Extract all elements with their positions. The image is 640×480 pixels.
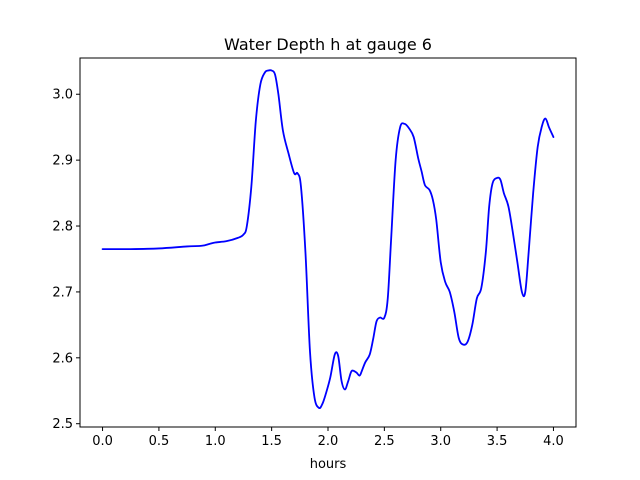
- series-line: [101, 69, 555, 410]
- plot-area-frame: [79, 57, 577, 428]
- x-tick-label: 2.5: [374, 434, 395, 449]
- x-tick-label: 0.5: [149, 434, 170, 449]
- x-tick-label: 1.0: [205, 434, 226, 449]
- x-tick-label: 2.0: [318, 434, 339, 449]
- y-tick-label: 2.5: [52, 417, 73, 432]
- x-tick-label: 4.0: [543, 434, 564, 449]
- chart-title: Water Depth h at gauge 6: [224, 35, 432, 54]
- x-tick-label: 3.0: [430, 434, 451, 449]
- y-tick-label: 2.6: [52, 351, 73, 366]
- x-tick-label: 3.5: [487, 434, 508, 449]
- x-axis-ticks: 0.0 0.5 1.0 1.5 2.0 2.5 3.0 3.5 4.0: [92, 427, 564, 449]
- y-tick-label: 2.8: [52, 220, 73, 235]
- y-axis-ticks: 2.5 2.6 2.7 2.8 2.9 3.0: [52, 88, 80, 432]
- y-tick-label: 3.0: [52, 88, 73, 103]
- x-tick-label: 1.5: [261, 434, 282, 449]
- y-tick-label: 2.9: [52, 154, 73, 169]
- x-axis-label: hours: [310, 457, 347, 472]
- y-tick-label: 2.7: [52, 285, 73, 300]
- x-tick-label: 0.0: [92, 434, 113, 449]
